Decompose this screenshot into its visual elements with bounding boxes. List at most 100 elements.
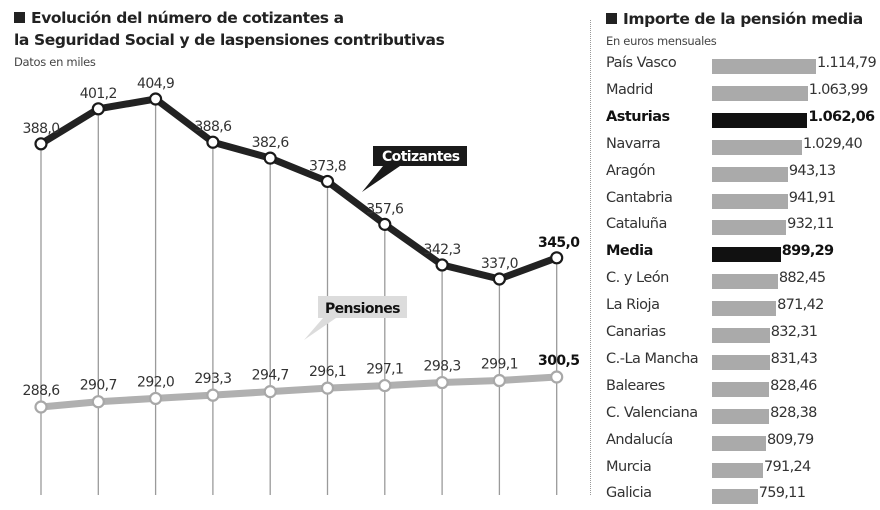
bar-value-label: 791,24 xyxy=(764,458,811,475)
bar-row: Media 899,29 xyxy=(606,241,880,268)
bar-category-label: Murcia xyxy=(606,458,652,475)
pensiones-point xyxy=(206,388,220,402)
cotizantes-point xyxy=(378,217,392,231)
bar-category-label: Aragón xyxy=(606,162,656,179)
bar-category-label: Media xyxy=(606,243,653,260)
bar-value-label: 759,11 xyxy=(758,485,806,502)
cotizantes-point xyxy=(435,258,449,272)
bar-value-label: 941,91 xyxy=(788,189,836,206)
bar-row: C. Valenciana 828,38 xyxy=(606,403,880,430)
bar-category-label: Navarra xyxy=(606,135,661,152)
bar-chart-subtitle: En euros mensuales xyxy=(606,34,717,48)
bar xyxy=(712,301,777,317)
bar-row: Cataluña 932,11 xyxy=(606,214,880,241)
bar xyxy=(712,354,770,370)
cotizantes-data-label: 382,6 xyxy=(252,135,290,151)
bar-category-label: Madrid xyxy=(606,81,653,98)
bar-category-label: C. y León xyxy=(606,270,669,287)
bar-value-label: 882,45 xyxy=(778,270,826,287)
bar xyxy=(712,408,770,424)
bar-category-label: País Vasco xyxy=(606,55,677,71)
cotizantes-point xyxy=(206,135,220,149)
bar-row: Madrid 1.063,99 xyxy=(606,80,880,107)
cotizantes-point xyxy=(34,137,48,151)
bar-category-label: Cantabria xyxy=(606,189,673,206)
bar-category-label: Baleares xyxy=(606,377,665,394)
bar xyxy=(712,220,787,236)
bar-value-label: 1.114,79 xyxy=(817,55,877,71)
bar-row: País Vasco 1.114,79 xyxy=(606,53,880,80)
bar xyxy=(712,247,781,263)
panel-divider xyxy=(590,20,591,495)
bar-value-label: 932,11 xyxy=(787,216,834,233)
pensiones-line xyxy=(40,373,557,411)
bar-value-label: 832,31 xyxy=(770,324,818,340)
pensiones-data-label: 300,5 xyxy=(538,353,579,369)
pensiones-point xyxy=(435,375,449,390)
line-chart-title-line1: Evolución del número de cotizantes a xyxy=(31,9,344,27)
pensiones-callout-box xyxy=(304,296,407,340)
bar xyxy=(712,112,808,128)
bar xyxy=(712,435,766,451)
pensiones-data-label: 298,3 xyxy=(424,359,461,375)
bar-value-label: 1.063,99 xyxy=(808,81,869,98)
bar-category-label: Canarias xyxy=(606,324,666,340)
bar xyxy=(712,489,758,505)
cotizantes-data-label: 388,6 xyxy=(194,119,232,135)
bar xyxy=(712,59,816,74)
pensiones-point xyxy=(263,385,277,399)
cotizantes-data-label: 337,0 xyxy=(481,256,518,272)
cotizantes-point xyxy=(149,92,163,106)
line-chart: Cotizantes Pensiones 388,0 288,6 401,2 290,7 4… xyxy=(22,76,581,495)
bar-row: Asturias 1.062,06 xyxy=(606,107,880,134)
bar-value-label: 828,46 xyxy=(770,377,817,394)
bar-row: Baleares 828,46 xyxy=(606,376,880,403)
bar-value-label: 809,79 xyxy=(767,431,814,448)
bar-category-label: La Rioja xyxy=(606,297,660,314)
pensiones-point xyxy=(378,378,392,393)
pensiones-data-label: 293,3 xyxy=(194,371,231,387)
cotizantes-data-label: 373,8 xyxy=(309,158,346,174)
bar-category-label: C.-La Mancha xyxy=(606,350,699,367)
bar-value-label: 1.029,40 xyxy=(803,135,863,152)
cotizantes-point xyxy=(91,102,105,116)
bar-value-label: 871,42 xyxy=(777,297,824,314)
bar-category-label: C. Valenciana xyxy=(606,404,698,421)
bar-row: C. y León 882,45 xyxy=(606,268,880,295)
bar-category-label: Galicia xyxy=(606,485,652,502)
bar-category-label: Cataluña xyxy=(606,216,667,233)
bar-row: La Rioja 871,42 xyxy=(606,295,880,322)
bar-value-label: 1.062,06 xyxy=(808,108,875,125)
cotizantes-point xyxy=(263,151,277,165)
cotizantes-callout-box xyxy=(362,146,467,192)
bar-row: Cantabria 941,91 xyxy=(606,188,880,215)
pensiones-data-label: 296,1 xyxy=(309,364,346,380)
pensiones-data-label: 299,1 xyxy=(481,357,518,373)
bar-row: Navarra 1.029,40 xyxy=(606,134,880,161)
title-square-icon xyxy=(606,13,617,24)
cotizantes-data-label: 404,9 xyxy=(137,76,174,92)
bar xyxy=(712,193,788,209)
pensiones-point xyxy=(320,381,335,395)
bar xyxy=(712,274,778,290)
pensiones-point xyxy=(550,370,564,384)
bar-row: C.-La Mancha 831,43 xyxy=(606,349,880,376)
title-square-icon xyxy=(14,12,25,23)
cotizantes-point xyxy=(320,174,335,189)
bar-row: Murcia 791,24 xyxy=(606,457,880,484)
bar-row: Canarias 832,31 xyxy=(606,322,880,349)
cotizantes-callout-label: Cotizantes xyxy=(382,149,460,165)
bar-row: Galicia 759,11 xyxy=(606,483,880,510)
bar xyxy=(712,85,808,101)
bar-value-label: 943,13 xyxy=(788,162,836,179)
bar xyxy=(712,381,770,397)
bar-category-label: Asturias xyxy=(606,108,670,125)
pensiones-data-label: 288,6 xyxy=(22,383,60,399)
cotizantes-data-label: 401,2 xyxy=(80,86,117,102)
bar-row: Andalucía 809,79 xyxy=(606,430,880,457)
cotizantes-line xyxy=(39,95,558,283)
pensiones-data-label: 297,1 xyxy=(366,362,403,378)
pensiones-point xyxy=(91,395,105,409)
bar-value-label: 899,29 xyxy=(781,243,834,260)
cotizantes-data-label: 388,0 xyxy=(22,121,59,137)
